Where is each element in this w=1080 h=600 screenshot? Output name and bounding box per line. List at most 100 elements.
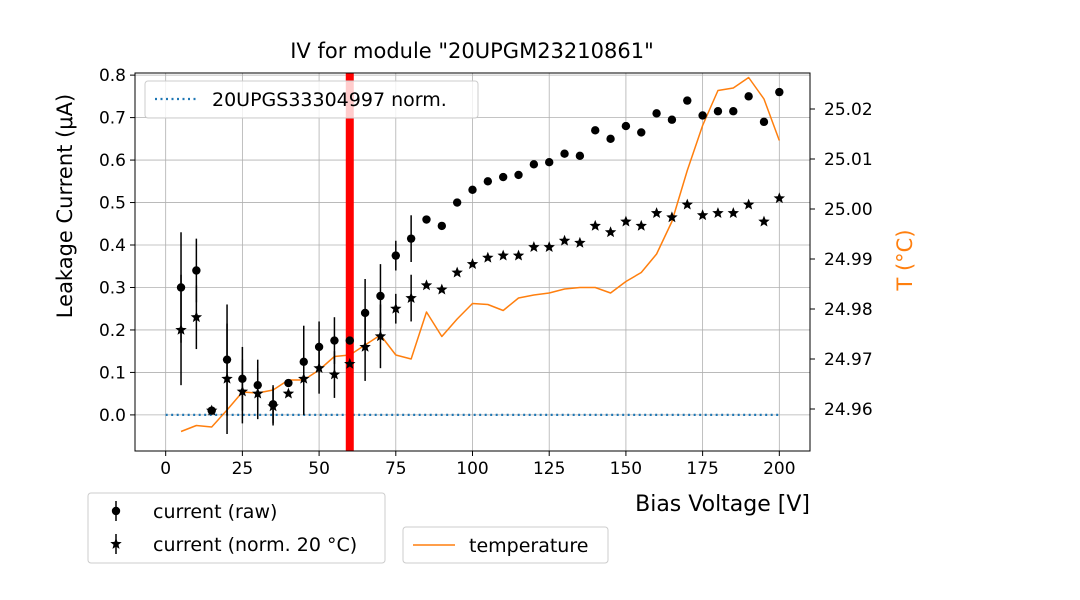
raw-current-point: [545, 157, 554, 167]
raw-current-point: [406, 234, 416, 243]
norm-current-point: [466, 258, 479, 269]
x-tick-label: 125: [533, 459, 565, 479]
legend-norm-marker: [110, 538, 122, 549]
norm-current-point: [512, 249, 525, 261]
raw-current-point: [514, 170, 523, 180]
norm-current-point: [298, 372, 310, 384]
x-axis-label: Bias Voltage [V]: [635, 492, 810, 517]
norm-current-point: [282, 387, 295, 399]
raw-current-point: [575, 151, 585, 161]
raw-current-point: [192, 266, 201, 275]
raw-current-point: [422, 215, 431, 224]
y2-tick-label: 25.00: [824, 200, 873, 220]
grid: [135, 73, 810, 451]
legend-currents-box: [87, 492, 386, 564]
y-tick-label: 0.6: [99, 151, 126, 171]
norm-current-point: [528, 241, 540, 252]
norm-current-point: [635, 219, 647, 231]
y2-tick-label: 25.02: [824, 100, 873, 120]
y2-tick-label: 24.98: [824, 300, 873, 320]
norm-current-point: [604, 226, 617, 238]
y-tick-label: 0.2: [99, 321, 126, 341]
norm-current-point: [451, 266, 463, 278]
raw-current-point: [222, 355, 232, 364]
x-tick-label: 200: [763, 459, 795, 479]
raw-current-point: [253, 380, 262, 390]
norm-current-point: [359, 340, 371, 352]
raw-current-point: [606, 134, 615, 144]
y-tick-label: 0.7: [99, 109, 126, 129]
norm-current-point: [436, 283, 448, 295]
raw-current-point: [498, 172, 508, 182]
legend-currents: current (raw) current (norm. 20 °C): [87, 492, 386, 564]
legend-reference-label: 20UPGS33304997 norm.: [212, 89, 447, 111]
raw-current-point: [667, 115, 677, 124]
y2-tick-label: 24.99: [824, 250, 873, 270]
y-tick-label: 0.8: [99, 66, 126, 86]
norm-current-point: [482, 251, 494, 263]
norm-current-point: [574, 236, 586, 248]
norm-current-point: [221, 372, 233, 384]
norm-current-point: [666, 211, 678, 223]
x-tick-label: 100: [456, 459, 488, 479]
norm-current-point: [497, 249, 509, 261]
norm-current-point: [773, 192, 786, 204]
norm-current-point: [175, 323, 187, 335]
y-tick-label: 0.3: [99, 278, 126, 298]
y-tick-label: 0.4: [99, 236, 126, 256]
raw-current-point: [391, 251, 400, 260]
norm-current-point: [727, 207, 739, 219]
legend-reference: 20UPGS33304997 norm.: [144, 80, 479, 119]
y-tick-label: 0.0: [99, 406, 126, 426]
legend-norm-swatch: [110, 534, 122, 554]
raw-current-point: [314, 342, 324, 352]
legend-raw-label: current (raw): [153, 501, 277, 523]
legend-temperature-box: [402, 526, 609, 564]
raw-current-point: [345, 336, 354, 345]
y2-tick-label: 24.96: [824, 400, 873, 420]
y-tick-label: 0.1: [99, 363, 126, 383]
raw-current-point: [683, 96, 692, 105]
raw-current-point: [376, 291, 385, 301]
norm-current-point: [712, 207, 724, 219]
legend-temperature-label: temperature: [469, 535, 588, 557]
raw-current-point: [360, 308, 370, 318]
norm-current-point: [420, 279, 433, 291]
x-tick-label: 0: [160, 459, 171, 479]
y2-tick-label: 25.01: [824, 150, 873, 170]
y-axis-label: Leakage Current (μA): [53, 94, 77, 318]
norm-current-point: [328, 368, 341, 380]
norm-current-point: [696, 209, 709, 221]
norm-current-point: [206, 404, 218, 416]
norm-current-point: [344, 357, 356, 369]
chart-title: IV for module "20UPGM23210861": [290, 39, 654, 63]
raw-current-point: [284, 378, 293, 388]
norm-current-point: [558, 234, 571, 246]
raw-current-point: [621, 121, 631, 131]
raw-current-point: [176, 283, 186, 292]
raw-current-point: [437, 221, 447, 231]
raw-current-point: [452, 198, 462, 207]
y2-tick-label: 24.97: [824, 350, 873, 370]
legend-raw-marker: [111, 506, 121, 516]
raw-current-point: [759, 117, 769, 127]
raw-current-point: [483, 177, 493, 186]
raw-current-point: [238, 374, 247, 383]
raw-current-point: [560, 149, 569, 158]
raw-current-point: [652, 109, 661, 118]
raw-current-point: [744, 92, 753, 101]
raw-current-point: [529, 160, 539, 169]
norm-current-point: [620, 215, 632, 227]
raw-current-point: [698, 111, 707, 120]
raw-current-point: [468, 185, 477, 194]
legend-norm-label: current (norm. 20 °C): [153, 534, 357, 556]
norm-current-point: [589, 219, 601, 231]
norm-current-point: [390, 302, 402, 314]
ticks: 0 25 50 75 100 125 150 175 200 0.0 0.1 0.2 0.3 0.4 0.5…: [99, 66, 873, 479]
x-tick-label: 50: [308, 459, 330, 479]
legend-reference-box: [144, 80, 479, 119]
raw-current-point: [729, 107, 738, 116]
norm-current-point: [650, 207, 663, 219]
x-tick-label: 25: [232, 459, 254, 479]
plot-area: [165, 73, 786, 451]
